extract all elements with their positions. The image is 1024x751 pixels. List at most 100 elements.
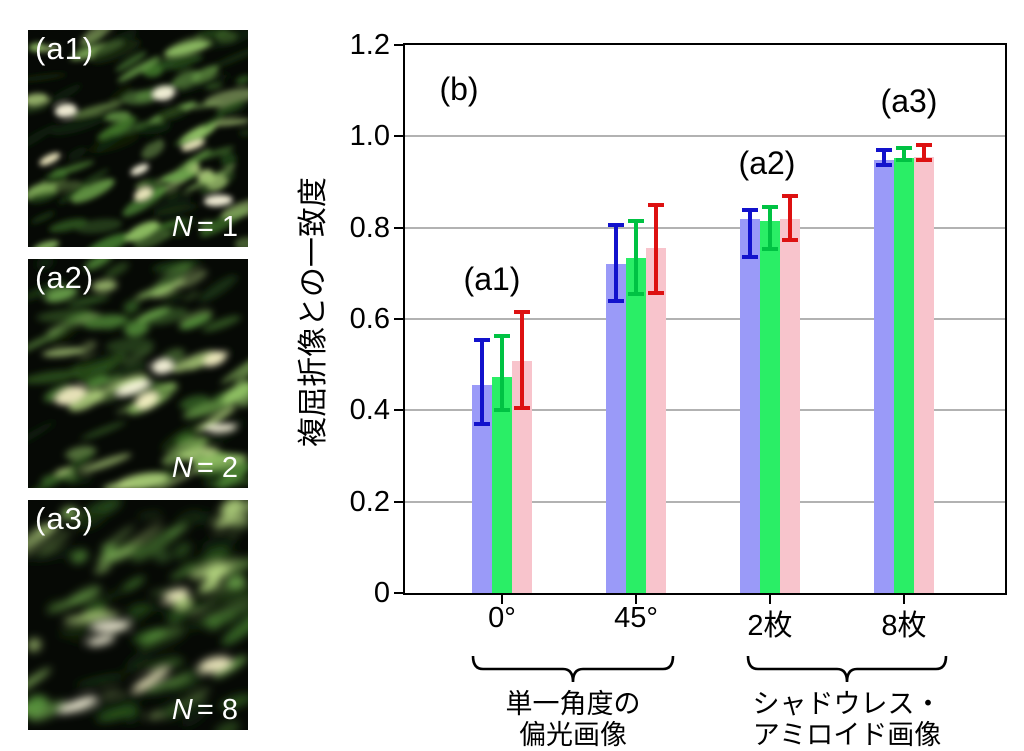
error-cap-pink-0° bbox=[514, 310, 530, 315]
error-bar-blue-2枚 bbox=[748, 210, 752, 258]
error-cap-pink-45° bbox=[648, 202, 664, 207]
y-tick bbox=[394, 226, 403, 229]
error-cap-green-0° bbox=[494, 408, 510, 413]
error-bar-green-0° bbox=[500, 336, 504, 411]
y-tick-label: 0 bbox=[373, 577, 390, 609]
gridline bbox=[405, 318, 1005, 320]
x-tick-label: 0° bbox=[488, 602, 516, 634]
error-bar-green-2枚 bbox=[768, 206, 772, 250]
error-cap-green-45° bbox=[628, 291, 644, 296]
y-tick-label: 1.2 bbox=[349, 29, 390, 61]
bar-blue-45° bbox=[606, 264, 626, 593]
x-tick bbox=[903, 595, 905, 604]
error-bar-green-8枚 bbox=[902, 147, 906, 161]
error-cap-pink-2枚 bbox=[782, 193, 798, 198]
x-tick-label: 2枚 bbox=[747, 610, 793, 642]
error-cap-green-8枚 bbox=[896, 145, 912, 150]
error-cap-pink-2枚 bbox=[782, 237, 798, 242]
annotation-b: (b) bbox=[439, 71, 479, 107]
y-tick bbox=[394, 500, 403, 503]
x-tick-label: 8枚 bbox=[881, 610, 927, 642]
bracket-label-0: 単一角度の 偏光画像 bbox=[506, 689, 641, 751]
error-bar-pink-8枚 bbox=[922, 145, 926, 160]
n-label-a2: N = 2 bbox=[172, 452, 238, 485]
error-bar-blue-45° bbox=[614, 225, 618, 301]
error-bar-pink-45° bbox=[654, 204, 658, 293]
micrograph-panel-a1: (a1) N = 1 bbox=[28, 30, 248, 247]
bar-green-0° bbox=[492, 377, 512, 593]
micrograph-panel-a2: (a2) N = 2 bbox=[28, 259, 248, 488]
y-tick bbox=[394, 409, 403, 412]
bar-pink-8枚 bbox=[914, 156, 934, 593]
n-variable: N bbox=[171, 211, 193, 243]
micrograph-canvas bbox=[28, 30, 248, 247]
n-label-a3: N = 8 bbox=[172, 694, 238, 727]
brace bbox=[746, 655, 948, 683]
annotation-a1: (a1) bbox=[463, 261, 521, 297]
bar-pink-0° bbox=[512, 361, 532, 593]
y-tick-label: 0.6 bbox=[349, 303, 390, 335]
bar-green-45° bbox=[626, 257, 646, 593]
n-variable: N bbox=[171, 694, 193, 726]
y-tick-label: 1.0 bbox=[349, 120, 390, 153]
bar-blue-8枚 bbox=[874, 160, 894, 593]
error-cap-blue-8枚 bbox=[876, 162, 892, 167]
error-cap-pink-0° bbox=[514, 405, 530, 410]
panel-label-a2: (a2) bbox=[35, 260, 95, 295]
micrograph-image bbox=[28, 500, 248, 730]
annotation-a3: (a3) bbox=[880, 83, 938, 119]
bar-blue-2枚 bbox=[740, 218, 760, 593]
gridline bbox=[405, 135, 1005, 138]
n-variable: N bbox=[171, 452, 193, 484]
gridline bbox=[405, 409, 1005, 412]
micrograph-canvas bbox=[28, 259, 248, 488]
micrograph-image bbox=[28, 259, 248, 488]
micrograph-panel-a3: (a3) N = 8 bbox=[28, 500, 248, 730]
error-cap-blue-0° bbox=[474, 338, 490, 343]
bar-pink-45° bbox=[646, 248, 666, 593]
error-bar-pink-0° bbox=[520, 312, 524, 408]
bar-green-2枚 bbox=[760, 220, 780, 593]
x-tick-label: 45° bbox=[614, 602, 658, 634]
annotation-a2: (a2) bbox=[738, 145, 796, 181]
panel-label-a1: (a1) bbox=[35, 31, 95, 66]
error-bar-pink-2枚 bbox=[788, 195, 792, 240]
error-cap-green-45° bbox=[628, 218, 644, 223]
y-tick-label: 0.2 bbox=[349, 485, 390, 518]
error-cap-blue-2枚 bbox=[742, 208, 758, 213]
error-cap-green-8枚 bbox=[896, 158, 912, 163]
error-cap-pink-8枚 bbox=[916, 157, 932, 162]
bracket-label-line: 偏光画像 bbox=[519, 720, 627, 750]
error-cap-blue-45° bbox=[608, 223, 624, 228]
micrograph-canvas bbox=[28, 500, 248, 730]
n-label-a1: N = 1 bbox=[172, 211, 238, 244]
bar-pink-2枚 bbox=[780, 218, 800, 593]
bracket-label-line: シャドウレス・ bbox=[752, 689, 942, 719]
error-cap-blue-0° bbox=[474, 422, 490, 427]
brace bbox=[471, 655, 675, 683]
bracket-label-line: 単一角度の bbox=[505, 689, 641, 719]
error-cap-blue-8枚 bbox=[876, 148, 892, 153]
error-cap-blue-2枚 bbox=[742, 255, 758, 260]
y-tick bbox=[394, 318, 403, 320]
y-tick-label: 0.4 bbox=[349, 394, 390, 427]
bar-green-8枚 bbox=[894, 157, 914, 593]
n-value: = 2 bbox=[196, 452, 238, 484]
error-cap-green-2枚 bbox=[762, 247, 778, 252]
bar-blue-0° bbox=[472, 385, 492, 593]
error-cap-green-2枚 bbox=[762, 204, 778, 209]
bracket-label-line: アミロイド画像 bbox=[752, 720, 942, 750]
error-bar-blue-0° bbox=[480, 340, 484, 425]
n-value: = 1 bbox=[196, 211, 238, 243]
error-cap-green-0° bbox=[494, 334, 510, 339]
y-tick-label: 0.8 bbox=[349, 211, 390, 244]
micrograph-image bbox=[28, 30, 248, 247]
x-tick bbox=[635, 595, 637, 604]
bar-chart-plot-area bbox=[403, 43, 1007, 595]
gridline bbox=[405, 226, 1005, 229]
x-tick bbox=[501, 595, 503, 604]
y-tick bbox=[394, 592, 403, 594]
y-tick bbox=[394, 135, 403, 138]
error-cap-blue-45° bbox=[608, 298, 624, 303]
